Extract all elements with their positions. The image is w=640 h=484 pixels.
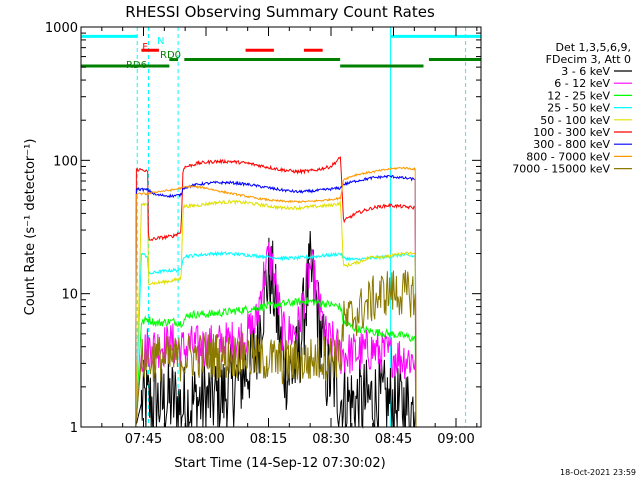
series-line-6-12-kev bbox=[135, 242, 417, 428]
legend: Det 1,3,5,6,9,FDecim 3, Att 03 - 6 keV6 … bbox=[512, 41, 632, 176]
x-tick-label: 09:00 bbox=[437, 432, 474, 447]
legend-label: 3 - 6 keV bbox=[561, 65, 610, 78]
series-layer bbox=[135, 156, 417, 429]
series-line-300-800-kev bbox=[135, 174, 417, 428]
x-tick-label: 08:45 bbox=[375, 432, 412, 447]
x-tick-label: 08:15 bbox=[250, 432, 287, 447]
legend-label: 7000 - 15000 keV bbox=[512, 163, 610, 176]
flag-label-rd0: RD0 bbox=[160, 50, 181, 61]
series-line-100-300-kev bbox=[135, 156, 417, 428]
plot-frame bbox=[80, 26, 482, 428]
legend-label: 12 - 25 keV bbox=[547, 89, 610, 102]
legend-label: 6 - 12 keV bbox=[554, 77, 610, 90]
y-tick-label: 1 bbox=[70, 421, 78, 436]
legend-header: Det 1,3,5,6,9, bbox=[555, 41, 631, 54]
legend-label: 25 - 50 keV bbox=[547, 102, 610, 115]
x-tick-label: 08:00 bbox=[187, 432, 224, 447]
flag-label-rd6: RD6 bbox=[126, 60, 147, 71]
series-line-7000-15000-kev bbox=[135, 269, 417, 428]
x-tick-label: 07:45 bbox=[125, 432, 162, 447]
y-tick-label: 1000 bbox=[45, 21, 78, 36]
x-tick-label: 08:30 bbox=[312, 432, 349, 447]
y-axis-label: Count Rate (s⁻¹ detector⁻¹) bbox=[23, 139, 38, 316]
legend-label: 100 - 300 keV bbox=[533, 126, 610, 139]
flag-label-f: F bbox=[142, 42, 148, 53]
legend-label: 300 - 800 keV bbox=[533, 138, 610, 151]
legend-label: 50 - 100 keV bbox=[540, 114, 610, 127]
y-tick-label: 10 bbox=[61, 288, 78, 303]
flag-layer: NF RD0 RD6 bbox=[81, 34, 481, 71]
y-tick-label: 100 bbox=[53, 154, 78, 169]
legend-label: 800 - 7000 keV bbox=[526, 150, 610, 163]
series-line-50-100-kev bbox=[135, 199, 417, 428]
series-line-800-7000-kev bbox=[135, 166, 417, 428]
axis-layer: 07:45 08:00 08:15 08:30 08:45 09:00 1 10 100 1000 bbox=[45, 21, 481, 447]
flag-label-n: N bbox=[157, 36, 164, 47]
legend-header: FDecim 3, Att 0 bbox=[546, 53, 631, 66]
series-line-12-25-kev bbox=[135, 296, 417, 428]
timestamp: 18-Oct-2021 23:59 bbox=[560, 468, 636, 477]
chart-title: RHESSI Observing Summary Count Rates bbox=[125, 3, 435, 21]
x-axis-label: Start Time (14-Sep-12 07:30:02) bbox=[174, 456, 385, 471]
